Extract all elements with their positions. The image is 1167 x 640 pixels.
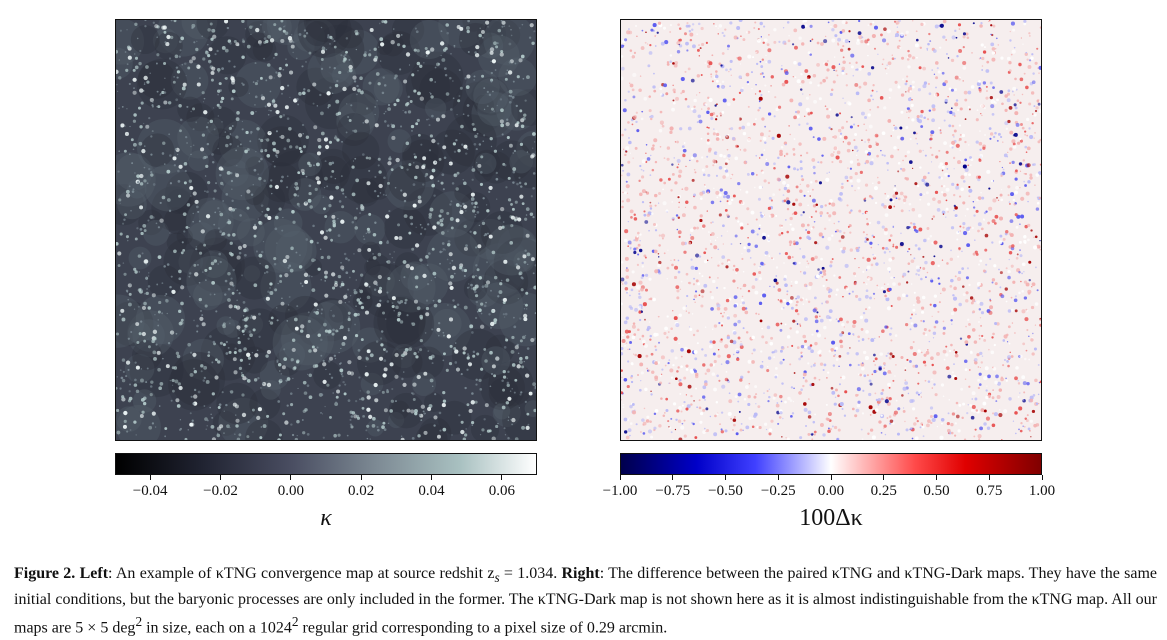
- caption-left-text: : An example of κTNG convergence map at …: [108, 565, 494, 582]
- figure-caption: Figure 2. Left: An example of κTNG conve…: [14, 563, 1157, 640]
- delta-kappa-tick: [989, 475, 990, 480]
- kappa-tick: [431, 475, 432, 480]
- delta-kappa-tick-label: 0.25: [871, 483, 897, 500]
- kappa-tick-label: 0.00: [278, 483, 304, 500]
- delta-kappa-tick: [831, 475, 832, 480]
- kappa-tick-label: 0.06: [489, 483, 515, 500]
- kappa-tick: [150, 475, 151, 480]
- caption-superscript-2: 2: [292, 614, 299, 629]
- caption-text-4: regular grid corresponding to a pixel si…: [299, 620, 668, 637]
- delta-kappa-tick-label: 1.00: [1029, 483, 1055, 500]
- kappa-tick: [220, 475, 221, 480]
- delta-kappa-tick-label: 0.00: [818, 483, 844, 500]
- kappa-tick: [501, 475, 502, 480]
- caption-left-text-2: = 1.034.: [500, 565, 562, 582]
- delta-kappa-tick: [725, 475, 726, 480]
- caption-right-label: Right: [561, 565, 599, 582]
- delta-kappa-tick-label: −0.25: [761, 483, 796, 500]
- delta-kappa-tick: [672, 475, 673, 480]
- delta-kappa-tick-label: 0.50: [923, 483, 949, 500]
- delta-kappa-tick: [1042, 475, 1043, 480]
- caption-figure-label: Figure 2.: [14, 565, 75, 582]
- delta-kappa-colorbar-label: 100Δκ: [799, 505, 863, 532]
- caption-left-label: Left: [80, 565, 108, 582]
- convergence-map-image: [115, 19, 537, 441]
- delta-kappa-tick-label: −0.50: [708, 483, 743, 500]
- kappa-tick-label: −0.04: [133, 483, 168, 500]
- kappa-colorbar-label: κ: [320, 505, 332, 532]
- kappa-tick-label: 0.04: [418, 483, 444, 500]
- delta-kappa-tick: [936, 475, 937, 480]
- delta-kappa-tick-label: −1.00: [603, 483, 638, 500]
- kappa-tick: [290, 475, 291, 480]
- delta-kappa-tick: [778, 475, 779, 480]
- delta-kappa-tick: [620, 475, 621, 480]
- caption-text-3: in size, each on a 1024: [142, 620, 292, 637]
- kappa-tick-label: 0.02: [348, 483, 374, 500]
- delta-kappa-colorbar: [620, 453, 1042, 475]
- kappa-tick: [361, 475, 362, 480]
- difference-map-image: [620, 19, 1042, 441]
- delta-kappa-tick: [883, 475, 884, 480]
- delta-kappa-tick-label: 0.75: [976, 483, 1002, 500]
- kappa-colorbar: [115, 453, 537, 475]
- delta-kappa-tick-label: −0.75: [655, 483, 690, 500]
- kappa-tick-label: −0.02: [203, 483, 238, 500]
